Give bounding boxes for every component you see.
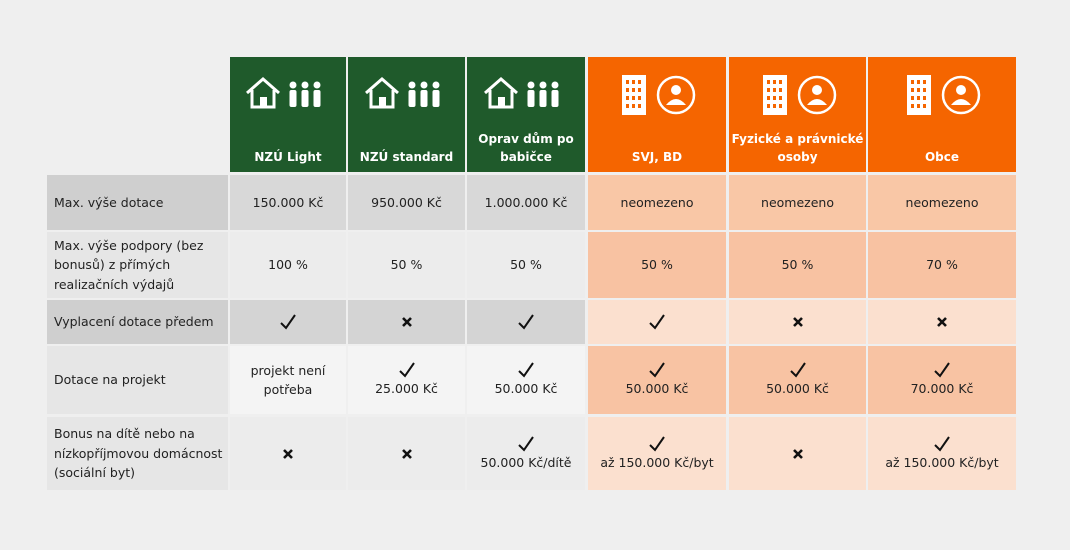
column-header: SVJ, BD	[588, 57, 726, 172]
cell-text: 100 %	[268, 257, 308, 273]
cell-text: projekt není potřeba	[250, 362, 326, 397]
check-icon	[518, 314, 534, 330]
check-icon	[649, 362, 665, 378]
table-cell: 150.000 Kč	[230, 175, 346, 230]
column-header: Obce	[868, 57, 1016, 172]
building-icon	[622, 75, 696, 115]
cross-icon	[937, 317, 947, 327]
cell-text: 50.000 Kč	[625, 381, 689, 397]
building-icon	[907, 75, 981, 115]
column-label: Fyzické a právnické osoby	[731, 132, 864, 164]
cell-text: 950.000 Kč	[371, 194, 442, 210]
house-icon	[364, 77, 439, 109]
table-cell: neomezeno	[729, 175, 866, 230]
table-cell: až 150.000 Kč/byt	[588, 417, 726, 490]
row-header: Max. výše podpory (bez bonusů) z přímých…	[47, 232, 228, 298]
table-cell	[868, 300, 1016, 344]
check-icon	[518, 362, 534, 378]
cell-text: 25.000 Kč	[375, 381, 438, 397]
column-label: NZÚ standard	[359, 150, 454, 164]
cell-text: 50.000 Kč/dítě	[480, 454, 572, 470]
table-cell	[348, 300, 465, 344]
row-label: Max. výše dotace	[54, 194, 164, 210]
table-cell: 50 %	[467, 232, 585, 298]
check-icon	[789, 362, 806, 378]
cell-text: 50 %	[510, 257, 542, 273]
table-cell: 1.000.000 Kč	[467, 175, 585, 230]
check-icon	[280, 314, 296, 330]
column-label: SVJ, BD	[631, 150, 683, 164]
cell-text: 50.000 Kč	[766, 381, 829, 397]
check-icon	[934, 362, 950, 378]
check-icon	[649, 436, 665, 452]
cross-icon	[792, 317, 803, 327]
table-cell	[467, 300, 585, 344]
cell-text: až 150.000 Kč/byt	[885, 454, 999, 470]
row-label: Dotace na projekt	[54, 372, 166, 388]
building-icon	[762, 75, 836, 115]
table-cell: 50 %	[588, 232, 726, 298]
column-label: Obce	[924, 150, 960, 164]
table-cell: 25.000 Kč	[348, 346, 465, 414]
row-label: Vyplacení dotace předem	[54, 314, 214, 330]
cell-text: 70 %	[926, 257, 958, 273]
table-cell	[729, 300, 866, 344]
column-header: NZÚ Light	[230, 57, 346, 172]
cross-icon	[283, 448, 293, 459]
table-cell: 950.000 Kč	[348, 175, 465, 230]
cell-text: 50 %	[641, 257, 673, 273]
check-icon	[934, 436, 950, 452]
row-header: Max. výše dotace	[47, 175, 228, 230]
cell-text: neomezeno	[761, 194, 834, 210]
table-cell: 50.000 Kč	[588, 346, 726, 414]
row-header: Vyplacení dotace předem	[47, 300, 228, 344]
house-icon	[484, 77, 559, 109]
column-header: Fyzické a právnické osoby	[729, 57, 866, 172]
table-cell: 50.000 Kč	[729, 346, 866, 414]
table-cell: 70 %	[868, 232, 1016, 298]
row-label: Max. výše podpory (bez bonusů) z přímých…	[54, 237, 204, 292]
cell-text: neomezeno	[620, 194, 694, 210]
table-cell: projekt není potřeba	[230, 346, 346, 414]
column-header: Oprav dům po babičce	[467, 57, 585, 172]
table-cell: 50.000 Kč/dítě	[467, 417, 585, 490]
column-label: Oprav dům po babičce	[478, 132, 574, 164]
cell-text: 1.000.000 Kč	[484, 194, 568, 210]
table-cell	[348, 417, 465, 490]
row-label: Bonus na dítě nebo na nízkopříjmovou dom…	[54, 426, 223, 481]
table-cell: 50 %	[729, 232, 866, 298]
table-cell: 100 %	[230, 232, 346, 298]
cell-text: 70.000 Kč	[910, 381, 974, 397]
cell-text: 50.000 Kč	[494, 381, 558, 397]
table-cell	[729, 417, 866, 490]
column-header: NZÚ standard	[348, 57, 465, 172]
cell-text: neomezeno	[905, 194, 979, 210]
cell-text: 150.000 Kč	[252, 194, 324, 210]
table-cell: 50 %	[348, 232, 465, 298]
check-icon	[649, 314, 665, 330]
check-icon	[398, 362, 415, 378]
row-header: Bonus na dítě nebo na nízkopříjmovou dom…	[47, 417, 228, 490]
table-cell: neomezeno	[868, 175, 1016, 230]
check-icon	[518, 436, 534, 452]
cell-text: 50 %	[781, 257, 814, 273]
row-header: Dotace na projekt	[47, 346, 228, 414]
house-icon	[246, 77, 321, 109]
table-cell: až 150.000 Kč/byt	[868, 417, 1016, 490]
cross-icon	[792, 448, 803, 459]
table-cell	[588, 300, 726, 344]
cell-text: 50 %	[390, 257, 423, 273]
cell-text: až 150.000 Kč/byt	[600, 454, 714, 470]
cross-icon	[401, 317, 412, 327]
table-cell: neomezeno	[588, 175, 726, 230]
column-label: NZÚ Light	[254, 150, 322, 164]
table-cell: 70.000 Kč	[868, 346, 1016, 414]
cross-icon	[401, 448, 412, 459]
table-cell	[230, 417, 346, 490]
table-cell: 50.000 Kč	[467, 346, 585, 414]
table-cell	[230, 300, 346, 344]
